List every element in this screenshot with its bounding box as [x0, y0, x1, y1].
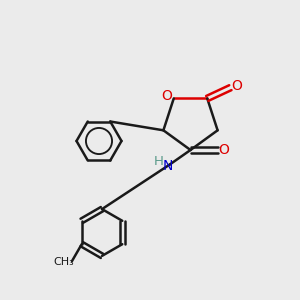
Text: N: N [163, 159, 173, 173]
Text: O: O [232, 79, 242, 93]
Text: O: O [219, 143, 230, 157]
Text: O: O [162, 89, 172, 103]
Text: H: H [153, 154, 163, 167]
Text: CH₃: CH₃ [54, 257, 75, 267]
